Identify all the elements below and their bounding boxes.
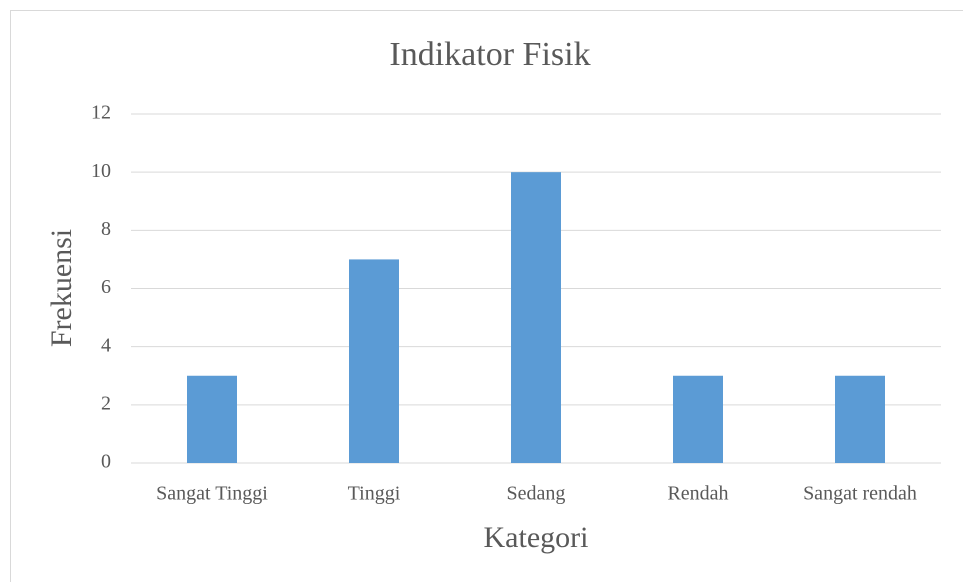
x-axis-title: Kategori xyxy=(484,521,589,554)
y-tick-label: 8 xyxy=(101,218,111,240)
x-tick-label: Tinggi xyxy=(348,483,401,505)
bar xyxy=(349,259,399,463)
bar xyxy=(673,375,723,463)
x-tick-label: Sangat rendah xyxy=(803,483,917,505)
y-axis-title: Frekuensi xyxy=(45,229,78,347)
y-tick-label: 6 xyxy=(101,276,111,298)
chart-border xyxy=(10,10,963,582)
chart-title: Indikator Fisik xyxy=(389,36,590,73)
bar xyxy=(187,375,237,463)
bar xyxy=(835,375,885,463)
y-tick-label: 10 xyxy=(91,160,111,182)
y-tick-label: 4 xyxy=(101,334,111,356)
x-tick-label: Rendah xyxy=(667,483,728,505)
y-tick-label: 12 xyxy=(91,102,111,124)
bar xyxy=(511,172,561,463)
x-tick-label: Sangat Tinggi xyxy=(156,483,268,505)
y-tick-label: 2 xyxy=(101,392,111,414)
y-tick-label: 0 xyxy=(101,451,111,473)
x-tick-label: Sedang xyxy=(507,483,566,505)
